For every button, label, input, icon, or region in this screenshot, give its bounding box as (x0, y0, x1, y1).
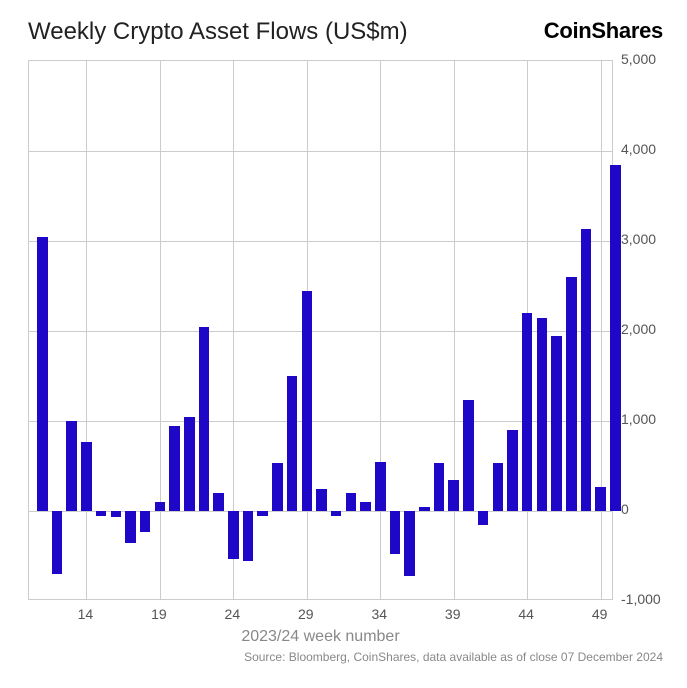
gridline-vertical (380, 61, 381, 599)
bar (66, 421, 77, 511)
y-tick-label: 2,000 (621, 321, 656, 337)
bar (155, 502, 166, 511)
y-tick-label: 4,000 (621, 141, 656, 157)
bar (302, 291, 313, 512)
bar (228, 511, 239, 559)
bar (463, 400, 474, 511)
bar (111, 511, 122, 517)
bar (257, 511, 268, 516)
x-tick-label: 49 (592, 606, 608, 622)
bar (390, 511, 401, 554)
bar (434, 463, 445, 511)
bar (81, 442, 92, 511)
gridline-vertical (86, 61, 87, 599)
x-tick-label: 19 (151, 606, 167, 622)
gridline-vertical (601, 61, 602, 599)
bar (199, 327, 210, 512)
bar (140, 511, 151, 532)
bar (213, 493, 224, 511)
chart-area (28, 60, 613, 600)
gridline-vertical (454, 61, 455, 599)
bar (243, 511, 254, 561)
bar (169, 426, 180, 512)
bar (287, 376, 298, 511)
bar (272, 463, 283, 511)
bar (360, 502, 371, 511)
y-tick-label: 3,000 (621, 231, 656, 247)
bar (537, 318, 548, 512)
bar (404, 511, 415, 576)
brand-logo: CoinShares (544, 18, 663, 44)
bar (581, 229, 592, 511)
x-tick-label: 39 (445, 606, 461, 622)
bar (375, 462, 386, 512)
bar (551, 336, 562, 512)
x-tick-label: 44 (518, 606, 534, 622)
gridline-horizontal (29, 241, 612, 242)
y-tick-label: 0 (621, 501, 629, 517)
x-tick-label: 14 (78, 606, 94, 622)
chart-title: Weekly Crypto Asset Flows (US$m) (28, 18, 408, 46)
bar (96, 511, 107, 516)
y-tick-label: 5,000 (621, 51, 656, 67)
bar (184, 417, 195, 512)
bar (595, 487, 606, 511)
y-tick-label: -1,000 (621, 591, 661, 607)
bar (419, 507, 430, 512)
bar (478, 511, 489, 525)
source-attribution: Source: Bloomberg, CoinShares, data avai… (244, 650, 663, 664)
bar (566, 277, 577, 511)
bar (493, 463, 504, 511)
x-tick-label: 34 (371, 606, 387, 622)
gridline-horizontal (29, 151, 612, 152)
x-tick-label: 29 (298, 606, 314, 622)
gridline-vertical (160, 61, 161, 599)
bar (610, 165, 621, 512)
x-tick-label: 24 (225, 606, 241, 622)
x-axis-label: 2023/24 week number (28, 628, 613, 646)
bar (507, 430, 518, 511)
bar (125, 511, 136, 543)
y-tick-label: 1,000 (621, 411, 656, 427)
chart-page: Weekly Crypto Asset Flows (US$m) CoinSha… (0, 0, 687, 688)
bar (331, 511, 342, 516)
bar (37, 237, 48, 512)
bar (316, 489, 327, 512)
bar (522, 313, 533, 511)
bar (448, 480, 459, 512)
plot-area (28, 60, 613, 600)
bar (346, 493, 357, 511)
bar (52, 511, 63, 574)
